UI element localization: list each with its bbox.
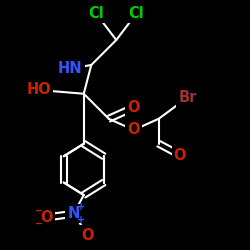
Text: O: O (174, 148, 186, 162)
Text: O: O (128, 100, 140, 115)
Text: −: − (35, 206, 43, 216)
Text: O: O (81, 228, 94, 242)
Text: HO: HO (26, 82, 51, 98)
Text: Br: Br (178, 90, 197, 105)
Text: HN: HN (58, 61, 82, 76)
Text: Cl: Cl (128, 6, 144, 21)
Text: +: + (77, 202, 85, 212)
Text: Cl: Cl (88, 6, 104, 21)
Text: +: + (77, 215, 85, 225)
Text: N: N (68, 206, 80, 221)
Text: O: O (40, 210, 52, 225)
Text: −: − (35, 219, 43, 229)
Text: O: O (128, 122, 140, 138)
